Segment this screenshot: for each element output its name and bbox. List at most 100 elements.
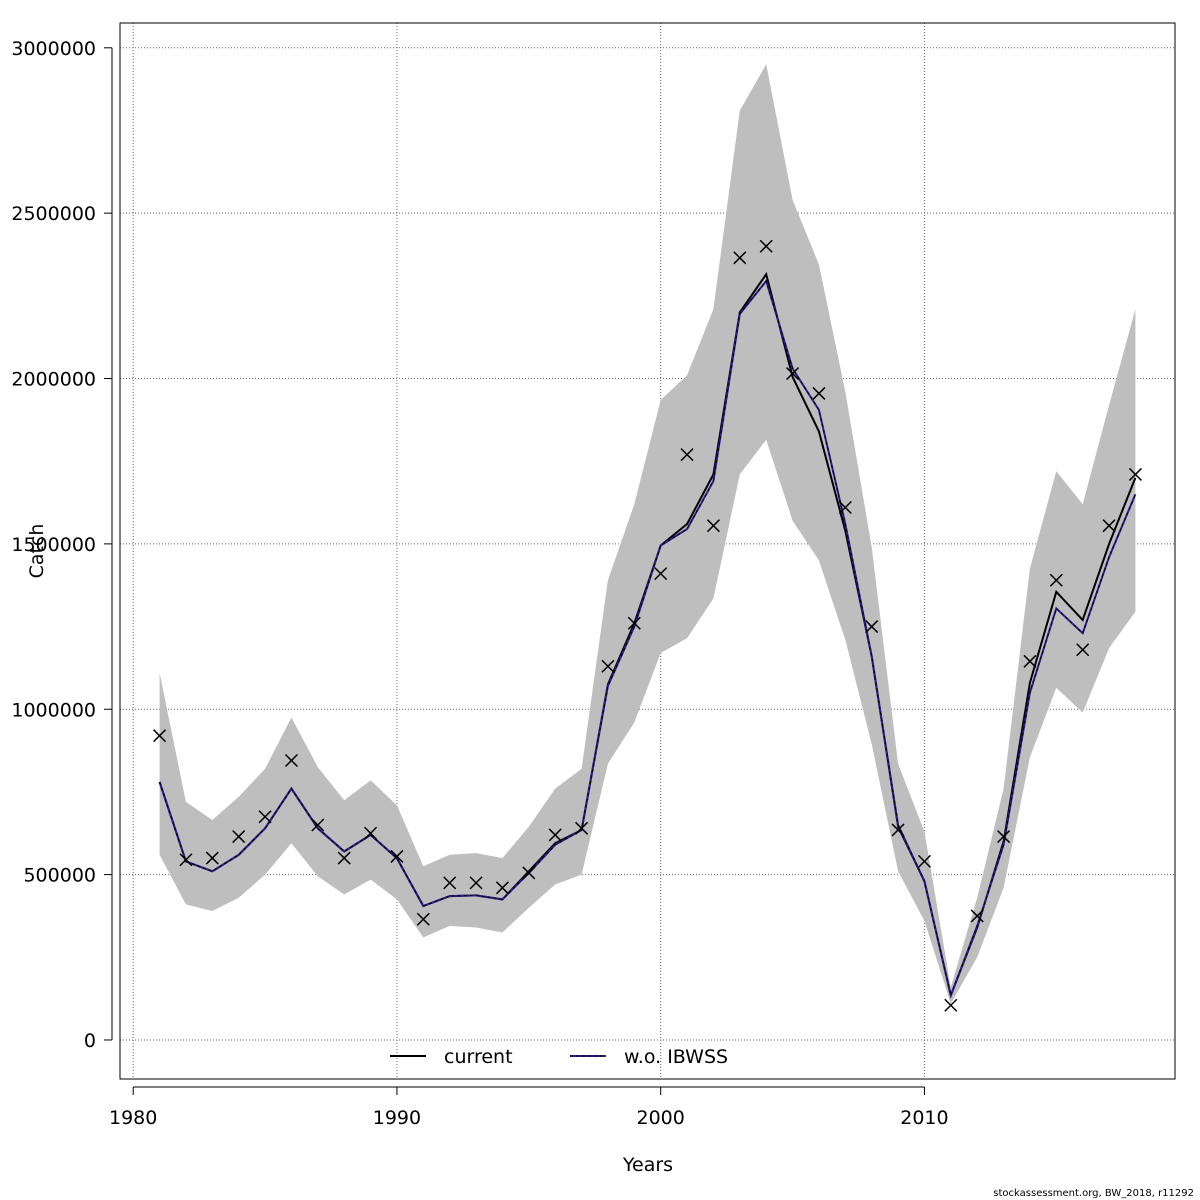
observed-point-2002 [706,519,720,533]
observed-point-stroke-b [284,753,298,768]
observed-point-stroke-b [838,500,852,515]
y-tick-label-3: 1500000 [11,534,96,556]
observed-point-2008 [865,620,879,634]
legend-label-wo-ibwss: w.o. IBWSS [624,1046,728,1068]
observed-point-1985 [258,810,272,824]
observed-point-stroke-b [706,519,720,533]
observed-point-stroke-b [733,251,747,265]
observed-point-stroke-b [364,826,378,840]
observed-point-stroke-b [575,821,589,835]
observed-point-stroke-b [970,909,984,923]
observed-point-2005 [786,367,800,381]
observed-point-stroke-b [786,367,800,381]
observed-point-2011 [944,998,958,1012]
observed-point-2003 [733,251,747,265]
y-tick-label-0: 0 [84,1030,96,1052]
y-tick-label-4: 2000000 [11,369,96,391]
x-axis-title: Years [622,1154,673,1176]
plot-frame [119,22,1176,1080]
y-axis-title: Catch [26,524,48,579]
observed-point-1989 [364,826,378,840]
observed-point-2001 [680,448,694,462]
observed-point-1998 [601,659,615,673]
credit-text: stockassessment.org, BW_2018, r11292 [993,1188,1194,1199]
observed-point-1992 [443,876,457,890]
observed-point-stroke-b [680,448,694,462]
observed-point-stroke-b [865,620,879,634]
x-tick-label-1: 1990 [373,1107,421,1129]
y-tick-label-6: 3000000 [11,38,96,60]
observed-point-2014 [1023,654,1037,668]
observed-point-stroke-b [1023,654,1037,668]
observed-point-stroke-b [390,849,404,863]
observed-point-stroke-b [627,616,641,630]
observed-point-stroke-b [1102,519,1116,533]
observed-point-2017 [1102,519,1116,533]
x-axis: 1980 1990 2000 2010 [109,1086,949,1129]
legend: current w.o. IBWSS [390,1046,728,1068]
observed-point-2010 [917,854,931,868]
observed-point-1986 [284,753,298,768]
observed-point-stroke-b [997,830,1011,844]
observed-point-stroke-b [179,853,193,867]
observed-point-1997 [575,821,589,835]
y-tick-label-1: 500000 [23,865,96,887]
observed-point-stroke-b [469,876,483,890]
observed-point-stroke-b [522,866,536,880]
observed-point-stroke-b [443,876,457,890]
observed-points [153,239,1142,1012]
observed-point-1988 [337,851,351,865]
observed-point-1984 [232,830,246,844]
observed-point-1983 [205,851,219,865]
observed-point-2006 [812,386,826,400]
observed-point-2007 [838,500,852,515]
observed-point-2004 [759,239,773,253]
y-axis: 0 500000 1000000 1500000 2000000 2500000 30000… [11,38,113,1052]
observed-point-1991 [416,912,430,926]
confidence-band-group [159,64,1136,1004]
observed-point-2012 [970,909,984,923]
x-tick-label-2: 2000 [637,1107,685,1129]
observed-point-stroke-b [311,818,325,832]
observed-point-stroke-b [258,810,272,824]
series-lines [158,271,1137,999]
observed-point-stroke-b [548,828,562,842]
observed-point-stroke-b [337,851,351,865]
observed-point-1990 [390,849,404,863]
observed-point-2018 [1128,467,1142,481]
observed-point-stroke-b [205,851,219,865]
y-tick-label-5: 2500000 [11,203,96,225]
x-tick-label-3: 2010 [900,1107,948,1129]
observed-point-stroke-b [759,239,773,253]
observed-point-stroke-b [1128,467,1142,481]
observed-point-2009 [891,823,905,837]
observed-point-2015 [1049,573,1063,587]
x-tick-label-0: 1980 [109,1107,157,1129]
observed-point-1987 [311,818,325,832]
observed-point-1993 [469,876,483,890]
observed-point-stroke-b [812,386,826,400]
observed-point-1996 [548,828,562,842]
observed-point-1994 [495,881,509,895]
series-line-wo-ibwss-dash [159,279,1136,998]
observed-point-2016 [1076,643,1090,657]
observed-point-stroke-b [891,823,905,837]
observed-point-2000 [654,567,668,581]
observed-point-stroke-b [601,659,615,673]
observed-point-2013 [997,830,1011,844]
observed-point-stroke-b [153,729,167,743]
observed-point-1981 [153,729,167,743]
observed-point-1982 [179,853,193,867]
observed-point-1999 [627,616,641,630]
observed-point-stroke-b [1049,573,1063,587]
y-tick-label-2: 1000000 [11,699,96,721]
observed-point-stroke-b [232,830,246,844]
observed-point-1995 [522,866,536,880]
observed-point-stroke-b [416,912,430,926]
observed-point-stroke-b [495,881,509,895]
observed-point-stroke-b [944,998,958,1012]
observed-point-stroke-b [1076,643,1090,657]
observed-point-stroke-b [654,567,668,581]
observed-point-stroke-b [917,854,931,868]
